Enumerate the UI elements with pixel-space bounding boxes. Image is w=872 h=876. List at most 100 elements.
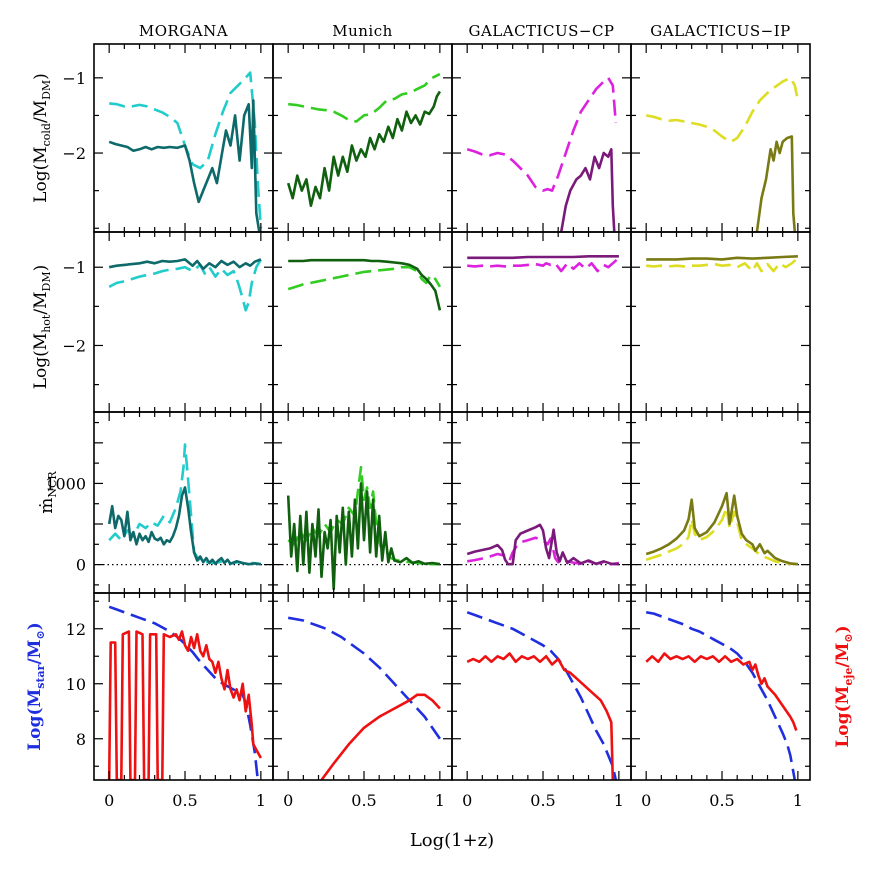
y-axis-label-ejected-mass-part-post: ) [833, 625, 853, 633]
column-title-morgana: MORGANA [139, 22, 228, 40]
y-tick-label: 12 [66, 620, 86, 639]
series-line-munich-ejected-mass [320, 693, 441, 780]
series-group-morgana-hot [108, 258, 263, 312]
panel-frame-r2-c2 [451, 411, 632, 594]
panel-frame-r2-c3 [630, 411, 811, 594]
y-axis-label-cold-part-post: ) [31, 73, 51, 80]
series-line-morgana-hot-solid [108, 258, 262, 271]
x-tick-label: 0.5 [709, 791, 734, 810]
series-group-galacticus-cp-stars [466, 611, 618, 780]
y-axis-label-hot-part-pre: Log(M [31, 333, 51, 389]
series-group-munich-cold [286, 72, 442, 207]
y-axis-label-stellar-mass: Log(Mstar/M⊙) [25, 622, 47, 751]
series-line-galacticus-ip-stellar-mass [645, 611, 797, 780]
series-line-galacticus-ip-cooling-dashed [645, 506, 798, 566]
series-group-munich-cooling [286, 465, 441, 591]
y-axis-label-cold-part-sub2: DM [40, 80, 53, 100]
y-axis-label-cold-part-pre: Log(M [31, 146, 51, 202]
series-group-munich-stars [287, 616, 441, 780]
x-tick-label: 1 [793, 791, 803, 810]
y-axis-label-stellar-mass-part-sub2: ⊙ [34, 630, 47, 639]
y-axis-label-hot-part-sub: hot [40, 314, 53, 333]
panel-frame-r0-c1 [272, 43, 453, 233]
series-line-galacticus-cp-cooling-dashed [466, 536, 620, 566]
panel-frame-r3-c2 [451, 592, 632, 781]
series-line-galacticus-ip-ejected-mass [645, 652, 798, 731]
series-group-munich-hot [287, 258, 442, 311]
panel-frame-r0-c0 [93, 43, 274, 233]
x-tick-label: 0 [104, 791, 114, 810]
series-line-munich-cold-solid [286, 90, 442, 207]
y-axis-label-hot-part-post: ) [31, 265, 51, 272]
column-title-galacticus-cp: GALACTICUS−CP [468, 22, 614, 40]
series-line-morgana-cooling-dashed [108, 443, 262, 566]
x-tick-label: 0 [641, 791, 651, 810]
series-line-munich-cold-dashed [288, 72, 441, 123]
series-group-morgana-cold [108, 71, 263, 232]
series-line-galacticus-cp-cold-solid [559, 148, 616, 232]
y-tick-label: 8 [76, 730, 86, 749]
y-tick-label: 0 [76, 556, 86, 575]
x-tick-label: 1 [614, 791, 624, 810]
series-line-galacticus-cp-ejected-mass [466, 652, 615, 780]
series-line-munich-hot-solid [288, 258, 442, 311]
column-title-munich: Munich [332, 22, 393, 40]
y-tick-label: 10 [66, 675, 86, 694]
series-line-galacticus-ip-cold-dashed [645, 76, 800, 144]
series-group-galacticus-ip-stars [645, 611, 798, 780]
series-layer [94, 71, 810, 780]
series-line-morgana-cold-solid [108, 99, 261, 232]
x-tick-label: 0.5 [351, 791, 376, 810]
series-line-galacticus-ip-cold-solid [755, 135, 797, 232]
y-axis-label-hot-part-mid: /M [31, 292, 51, 315]
series-line-munich-cooling-solid [286, 482, 441, 591]
y-axis-label-ejected-mass-part-pre: Log(M [833, 685, 853, 747]
y-axis-label-cooling: ṁNCR [37, 471, 59, 514]
y-tick-label: −2 [62, 144, 86, 163]
x-tick-label: 0.5 [530, 791, 555, 810]
x-tick-label: 0 [462, 791, 472, 810]
y-tick-label: −2 [62, 336, 86, 355]
y-axis-label-ejected-mass-part-sub2: ⊙ [842, 633, 855, 642]
series-group-galacticus-ip-cold [645, 76, 800, 232]
series-line-morgana-cold-dashed [109, 71, 263, 229]
series-line-galacticus-cp-cooling-solid [466, 523, 619, 566]
x-tick-label: 0 [283, 791, 293, 810]
series-line-munich-hot-dashed [287, 265, 442, 291]
y-axis-label-ejected-mass: Log(Meje/M⊙) [833, 625, 855, 747]
series-group-morgana-cooling [107, 443, 262, 566]
y-axis-label-hot: Log(Mhot/MDM) [31, 265, 53, 389]
series-line-galacticus-ip-cooling-solid [645, 491, 799, 566]
y-axis-label-stellar-mass-part-mid: /M [25, 639, 45, 664]
panel-frame-r3-c3 [630, 592, 811, 781]
series-line-galacticus-ip-hot-dashed [646, 256, 799, 273]
series-line-morgana-ejected-mass [107, 630, 263, 780]
y-tick-label: −1 [62, 258, 86, 277]
y-axis-label-ejected-mass-part-sub: eje [842, 668, 855, 686]
series-group-galacticus-ip-hot [646, 255, 799, 273]
x-tick-label: 1 [256, 791, 266, 810]
y-tick-label: 1000 [45, 474, 86, 493]
series-line-galacticus-cp-hot-dashed [467, 256, 620, 273]
series-line-galacticus-ip-hot-solid [646, 255, 798, 261]
frames-layer [93, 43, 811, 781]
y-axis-label-stellar-mass-part-post: ) [25, 622, 45, 630]
x-axis-label: Log(1+z) [410, 830, 494, 851]
series-line-galacticus-cp-cold-dashed [466, 76, 618, 192]
y-axis-label-cooling-part-pre: ṁ [37, 498, 57, 514]
series-group-galacticus-cp-hot [467, 255, 620, 273]
y-axis-label-cold: Log(Mcold/MDM) [31, 73, 53, 203]
panel-frame-r0-c2 [451, 43, 632, 233]
series-line-morgana-cooling-solid [107, 486, 262, 566]
x-tick-label: 1 [435, 791, 445, 810]
series-line-galacticus-cp-stellar-mass [466, 611, 618, 780]
series-line-galacticus-cp-hot-solid [467, 255, 619, 260]
x-tick-label: 0.5 [172, 791, 197, 810]
panel-frame-r2-c0 [93, 411, 274, 594]
panel-frame-r0-c3 [630, 43, 811, 233]
y-axis-label-hot-part-sub2: DM [40, 271, 53, 291]
labels-layer: MORGANA Munich GALACTICUS−CP GALACTICUS−IP −… [25, 22, 855, 851]
series-group-galacticus-ip-cooling [645, 491, 799, 566]
